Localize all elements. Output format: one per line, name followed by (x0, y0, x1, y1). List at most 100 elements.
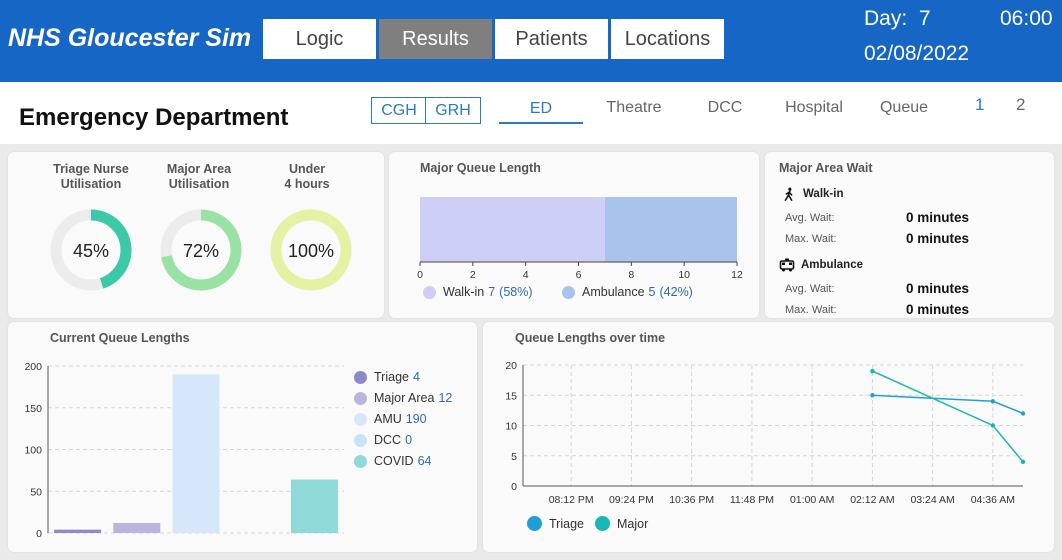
gauge-under4-arc (270, 209, 352, 291)
queue-time-point-major[interactable] (990, 423, 996, 428)
gauge-major-arc (160, 209, 242, 291)
walkin-max-value: 0 minutes (906, 231, 970, 246)
hospital-button-grh[interactable]: GRH (425, 97, 481, 124)
day-readout: Day: 7 (864, 7, 931, 30)
subtab-queue[interactable]: Queue (879, 99, 929, 116)
major-wait-title: Major Area Wait (779, 161, 873, 175)
queue-time-title: Queue Lengths over time (515, 331, 666, 345)
legend-dcc-dot (354, 433, 367, 447)
major-queue-bar-ambulance[interactable] (604, 197, 737, 262)
major-queue-tick-label: 4 (523, 269, 529, 281)
sim-time: 06:00 (1000, 7, 1053, 30)
legend-series-triage-dot (527, 516, 542, 531)
current-queue-ytick: 150 (24, 403, 42, 415)
queue-time-point-major[interactable] (1020, 459, 1026, 464)
nav-tab-patients[interactable]: Patients (495, 19, 608, 59)
legend-series-major-dot (595, 516, 610, 531)
legend-walkin[interactable]: Walk-in 7 (58%) (423, 285, 533, 299)
major-queue-bar-walk-in[interactable] (420, 197, 605, 262)
sim-date: 02/08/2022 (864, 42, 970, 65)
ambulance-max-value: 0 minutes (906, 302, 970, 317)
ambulance-icon (779, 258, 795, 272)
gauge-triage-value: 45% (73, 241, 109, 261)
legend-amu[interactable]: AMU 190 (354, 412, 427, 426)
current-queue-title: Current Queue Lengths (50, 331, 190, 345)
gauge-triage-arc (50, 209, 132, 291)
legend-ambulance-dot (562, 285, 575, 299)
walkin-avg-value: 0 minutes (906, 210, 970, 225)
major-queue-tick-label: 8 (628, 269, 634, 281)
legend-major-area-dot (354, 391, 367, 405)
queue-time-ytick: 5 (511, 451, 517, 463)
major-wait-card: Major Area Wait Walk-in Avg. Wait: 0 min… (765, 152, 1054, 318)
queue-time-line-major[interactable] (872, 370, 1024, 463)
subtab-theatre[interactable]: Theatre (606, 99, 662, 116)
queue-time-point-major[interactable] (870, 368, 875, 374)
major-queue-tick-label: 12 (731, 269, 743, 281)
sub-header (0, 82, 1062, 144)
legend-triage-dot (354, 370, 367, 384)
queue-time-point-triage[interactable] (1020, 411, 1026, 416)
walkin-group-label: Walk-in (781, 187, 843, 201)
queue-time-xtick: 09:24 PM (609, 494, 654, 506)
legend-walkin-dot (423, 285, 436, 299)
queue-time-ytick: 15 (505, 390, 517, 402)
legend-covid[interactable]: COVID 64 (354, 454, 432, 468)
major-queue-tick-label: 0 (417, 269, 423, 281)
ambulance-avg-label: Avg. Wait: (785, 283, 835, 295)
queue-time-point-triage[interactable] (870, 393, 875, 398)
page-2-link[interactable]: 2 (1016, 95, 1026, 114)
current-queue-card: Current Queue Lengths 0 50 100 150 200 Triag… (8, 322, 477, 552)
nav-tab-results[interactable]: Results (379, 19, 492, 59)
page-title: Emergency Department (19, 104, 289, 131)
queue-time-xtick: 11:48 PM (730, 494, 774, 506)
legend-amu-dot (354, 412, 367, 426)
current-queue-ytick: 100 (24, 445, 42, 457)
legend-covid-dot (354, 454, 367, 468)
queue-time-xtick: 02:12 AM (850, 494, 894, 506)
queue-time-point-triage[interactable] (990, 399, 996, 404)
current-queue-ytick: 0 (36, 528, 42, 540)
queue-time-card: Queue Lengths over time 0 5 10 15 20 08:12 PM… (483, 322, 1054, 552)
gauge-major: 72% (160, 209, 242, 291)
subtab-hospital[interactable]: Hospital (785, 99, 843, 116)
gauge-title-under4: Under 4 hours (284, 162, 330, 191)
queue-time-xtick: 08:12 PM (549, 494, 594, 506)
queue-time-xtick: 01:00 AM (790, 494, 834, 506)
subtab-ed[interactable]: ED (499, 96, 583, 124)
walkin-max-label: Max. Wait: (785, 233, 837, 245)
legend-series-triage[interactable]: Triage (527, 516, 584, 531)
walkin-avg-label: Avg. Wait: (785, 212, 835, 224)
major-queue-tick-label: 2 (470, 269, 476, 281)
ambulance-group-label: Ambulance (779, 258, 863, 272)
current-queue-bar-amu[interactable] (172, 374, 220, 533)
current-queue-bar-covid[interactable] (290, 479, 338, 533)
ambulance-max-label: Max. Wait: (785, 304, 837, 316)
page-1-link[interactable]: 1 (975, 95, 985, 114)
gauge-triage: 45% (50, 209, 132, 291)
walking-person-icon (784, 187, 793, 201)
ambulance-avg-value: 0 minutes (906, 281, 970, 296)
current-queue-bar-triage[interactable] (54, 529, 102, 533)
nav-tab-locations[interactable]: Locations (611, 19, 724, 59)
legend-series-major[interactable]: Major (595, 516, 648, 531)
major-queue-card: Major Queue Length 0 2 4 6 8 10 12 Walk-in 7 (… (389, 152, 759, 318)
gauge-title-triage: Triage Nurse Utilisation (53, 162, 129, 191)
day-number: 7 (918, 7, 931, 30)
major-queue-tick-label: 10 (678, 269, 690, 281)
legend-dcc[interactable]: DCC 0 (354, 433, 412, 447)
current-queue-chart: 0 50 100 150 200 (24, 361, 344, 540)
gauge-title-major: Major Area Utilisation (166, 162, 232, 191)
major-queue-title: Major Queue Length (420, 161, 541, 175)
queue-time-xtick: 04:36 AM (971, 494, 1015, 506)
legend-ambulance[interactable]: Ambulance 5 (42%) (562, 285, 693, 299)
hospital-button-cgh[interactable]: CGH (371, 97, 427, 124)
queue-time-chart: 0 5 10 15 20 08:12 PM 09:24 PM 10:36 PM 11:48 PM… (505, 360, 1026, 506)
current-queue-bar-major-area[interactable] (113, 522, 161, 533)
legend-triage[interactable]: Triage 4 (354, 370, 420, 384)
nav-tab-logic[interactable]: Logic (263, 19, 376, 59)
gauge-major-value: 72% (183, 241, 219, 261)
subtab-dcc[interactable]: DCC (707, 99, 743, 116)
legend-major-area[interactable]: Major Area 12 (354, 391, 452, 405)
queue-time-ytick: 0 (511, 481, 517, 493)
